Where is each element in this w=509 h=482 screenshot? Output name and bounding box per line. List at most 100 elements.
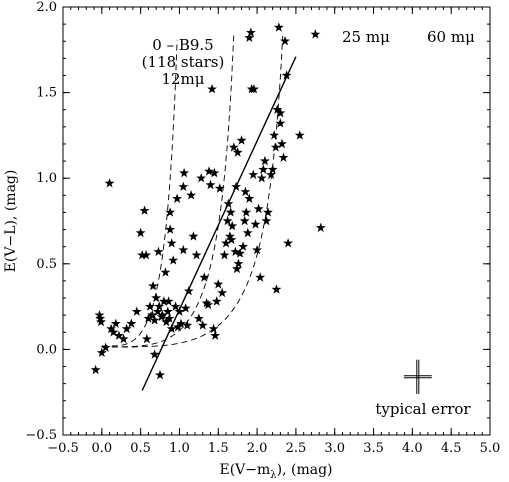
star-point	[249, 84, 259, 94]
star-point	[196, 173, 207, 183]
star-point	[315, 222, 326, 233]
star-point	[152, 306, 163, 316]
curve-25-label: 25 mμ	[342, 28, 390, 46]
star-point	[219, 250, 230, 260]
x-tick-label: 5.0	[480, 441, 501, 456]
star-point	[204, 166, 214, 176]
star-point	[197, 320, 208, 330]
y-tick-label: 0.0	[36, 342, 57, 357]
star-point	[163, 296, 174, 306]
star-point	[139, 205, 150, 215]
star-point	[118, 333, 129, 344]
star-point	[240, 186, 251, 197]
star-point	[266, 169, 276, 179]
star-point	[255, 272, 266, 282]
y-tick-label: 1.5	[36, 86, 57, 101]
star-point	[231, 181, 242, 191]
star-point	[186, 190, 196, 200]
x-tick-label: 1.0	[169, 441, 190, 456]
x-tick-label: 2.0	[247, 441, 268, 456]
y-tick-label: −0.5	[25, 428, 57, 443]
star-point	[258, 164, 269, 174]
star-point	[121, 323, 132, 334]
star-point	[162, 306, 173, 316]
star-point	[271, 284, 282, 294]
star-point	[210, 330, 221, 340]
star-point	[277, 138, 287, 149]
star-point	[233, 258, 244, 268]
axis-ticks	[62, 6, 491, 436]
star-point	[241, 207, 252, 217]
star-point	[161, 316, 172, 327]
star-point	[259, 155, 270, 166]
fit-line-group	[141, 56, 297, 391]
x-tick-label: 4.5	[441, 441, 462, 456]
star-point	[193, 313, 204, 323]
star-point	[178, 244, 189, 255]
extinction-curve	[101, 39, 178, 347]
x-tick-label: 1.5	[208, 441, 229, 456]
star-point	[281, 70, 292, 80]
star-point	[164, 313, 175, 323]
star-point	[180, 303, 191, 313]
star-point	[188, 231, 199, 241]
star-point	[182, 320, 193, 330]
x-tick-label: 4.0	[402, 441, 423, 456]
star-point	[96, 347, 107, 357]
extinction-curve	[101, 35, 284, 348]
star-point	[149, 315, 160, 325]
star-point	[104, 178, 115, 188]
star-point	[275, 118, 286, 128]
plot-border	[62, 6, 491, 436]
star-point	[154, 301, 165, 311]
star-point	[108, 327, 119, 337]
fit-line	[141, 56, 297, 391]
star-point	[165, 207, 176, 217]
star-point	[151, 292, 162, 303]
star-point	[214, 183, 225, 193]
star-point	[110, 318, 121, 328]
star-point	[269, 130, 280, 140]
star-point	[228, 142, 239, 152]
star-point	[94, 310, 105, 320]
x-tick-label: 0.0	[91, 441, 112, 456]
x-tick-label: 3.5	[363, 441, 384, 456]
star-point	[170, 301, 181, 311]
star-point	[201, 298, 212, 308]
star-point	[213, 279, 224, 289]
star-point	[211, 296, 222, 306]
star-point	[275, 107, 286, 118]
x-tick-label: −0.5	[47, 441, 79, 456]
star-point	[168, 255, 179, 265]
star-point	[252, 244, 262, 255]
y-tick-label: 0.5	[36, 257, 57, 272]
star-point	[217, 287, 228, 298]
star-point	[155, 369, 165, 380]
star-point	[191, 250, 202, 260]
star-point	[222, 215, 233, 226]
star-point	[230, 246, 241, 256]
star-point	[157, 310, 168, 320]
star-point	[225, 231, 235, 241]
typical-error-label: typical error	[375, 400, 471, 418]
star-point	[294, 130, 305, 140]
star-point	[261, 215, 272, 226]
star-point	[250, 219, 261, 229]
star-point	[280, 36, 290, 46]
star-point	[131, 306, 142, 316]
star-point	[310, 29, 321, 39]
star-point	[143, 313, 154, 323]
y-tick-label: 1.0	[36, 171, 57, 186]
star-point	[95, 313, 106, 323]
star-point	[199, 272, 210, 282]
star-point	[248, 169, 259, 179]
star-point	[141, 250, 151, 260]
star-point	[203, 299, 214, 310]
star-point	[176, 318, 186, 328]
star-point	[263, 207, 273, 217]
x-axis-label: E(V−mλ), (mag)	[219, 462, 332, 481]
star-point	[159, 296, 169, 306]
star-point	[173, 321, 183, 332]
star-point	[166, 238, 177, 248]
